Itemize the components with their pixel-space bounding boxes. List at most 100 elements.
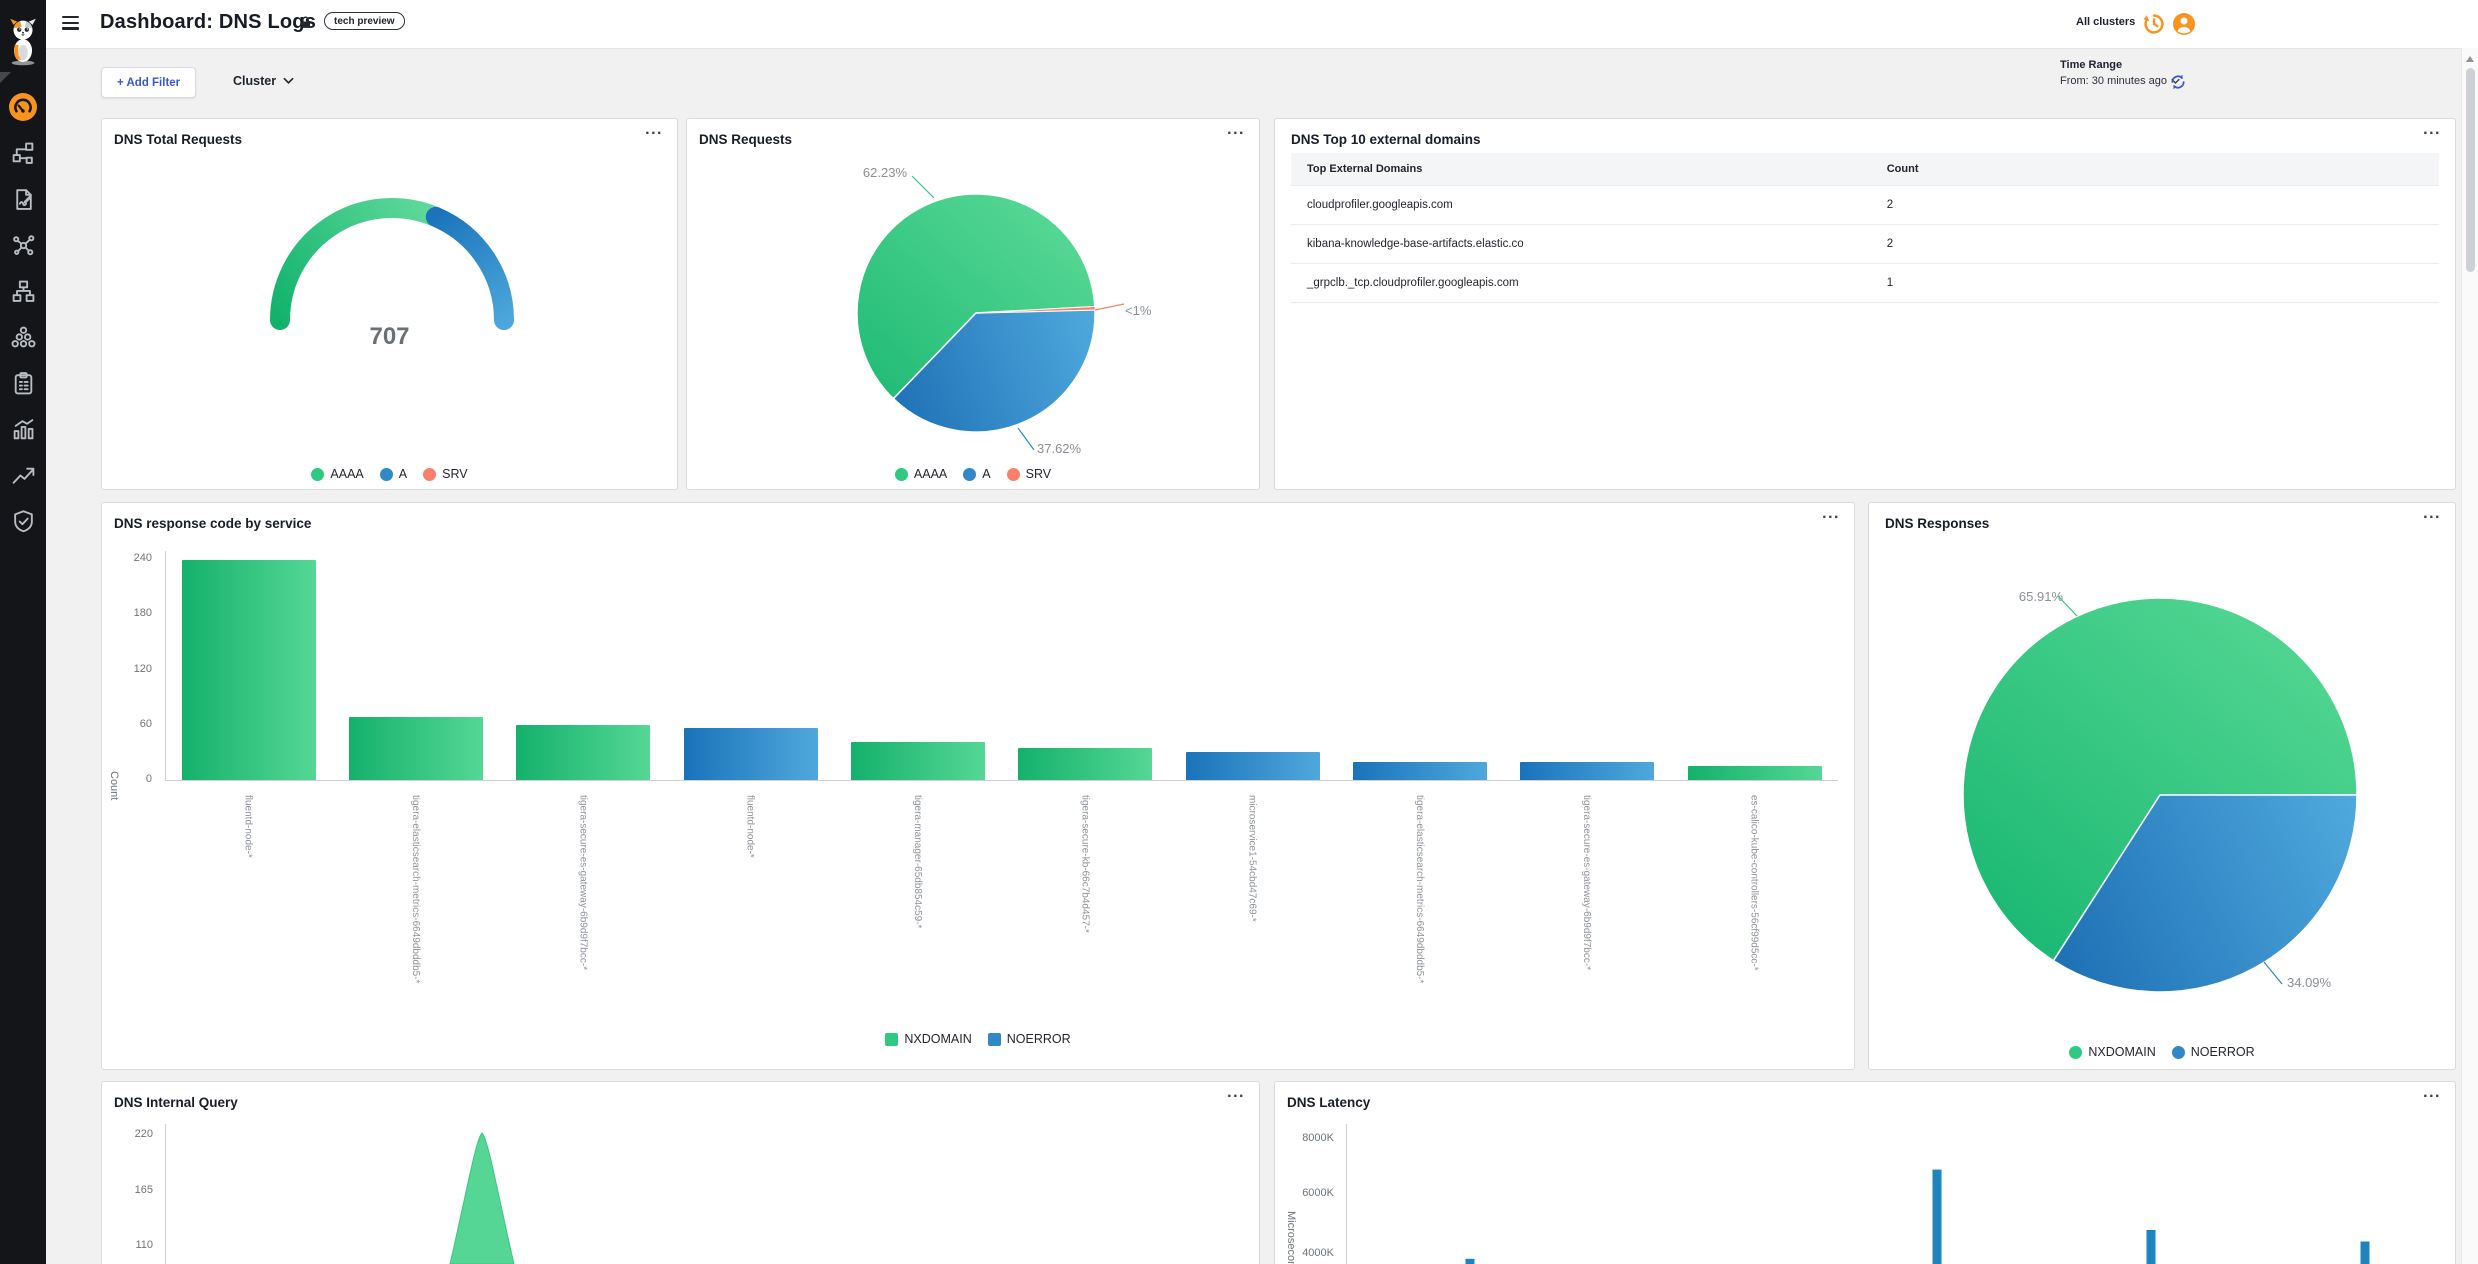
table-cell: 1 bbox=[1870, 263, 2439, 303]
scrollbar-thumb[interactable] bbox=[2465, 68, 2475, 272]
y-axis-tick: 6000K bbox=[1302, 1187, 1334, 1199]
sidebar-item-compliance-clipboard-icon[interactable] bbox=[0, 360, 46, 406]
y-axis-tick: 60 bbox=[139, 717, 152, 730]
pie-slice-label: <1% bbox=[1125, 303, 1152, 318]
panel-menu-button[interactable]: ... bbox=[1227, 1084, 1245, 1101]
legend: NXDOMAIN NOERROR bbox=[1869, 1045, 2455, 1059]
y-axis-tick: 165 bbox=[134, 1184, 153, 1196]
y-axis-title: Microseconds bbox=[1285, 1211, 1297, 1264]
history-icon[interactable] bbox=[2142, 12, 2166, 41]
panel-title: DNS Requests bbox=[699, 132, 793, 147]
panel-menu-button[interactable]: ... bbox=[2423, 121, 2441, 138]
legend-dot-marker bbox=[1006, 467, 1020, 481]
sidebar-item-shield-check-icon[interactable] bbox=[0, 498, 46, 544]
x-axis-label: tigera-elasticsearch-metrics-6649dbddb5-… bbox=[409, 795, 421, 984]
bar-noerror bbox=[1185, 752, 1320, 780]
sidebar-item-service-graph-icon[interactable] bbox=[0, 222, 46, 268]
pie-slice-label: 34.09% bbox=[2287, 975, 2332, 990]
pie-slice-label: 37.62% bbox=[1037, 441, 1082, 456]
bar-nxdomain bbox=[516, 725, 651, 780]
pie-slice-label: 65.91% bbox=[2018, 589, 2063, 604]
calico-cat-logo[interactable] bbox=[0, 0, 46, 84]
legend-item-SRV[interactable]: SRV bbox=[1006, 467, 1051, 481]
time-range-control: Time Range From: 30 minutes ago bbox=[2060, 59, 2180, 87]
scroll-up-icon[interactable] bbox=[2466, 56, 2474, 62]
x-axis-label: tigera-elasticsearch-metrics-6649dbddb5-… bbox=[1413, 795, 1425, 984]
panel-dns-responses: DNS Responses ... 65.91% 34.09% NXDOMAIN… bbox=[1868, 502, 2456, 1070]
bar-nxdomain bbox=[348, 717, 483, 780]
cluster-dropdown-label: Cluster bbox=[233, 74, 277, 88]
panel-title: DNS Internal Query bbox=[114, 1095, 238, 1110]
sidebar-item-network-topology-icon[interactable] bbox=[0, 130, 46, 176]
legend-item-AAAA[interactable]: AAAA bbox=[894, 467, 947, 481]
panel-dns-requests: DNS Requests ... 62.23% 37.62% <1% AAAA A… bbox=[686, 118, 1260, 490]
table-cell: _grpclb._tcp.cloudprofiler.googleapis.co… bbox=[1291, 263, 1871, 303]
x-axis-line bbox=[165, 780, 1838, 781]
legend-item-NOERROR[interactable]: NOERROR bbox=[987, 1032, 1071, 1046]
panel-menu-button[interactable]: ... bbox=[2423, 1084, 2441, 1101]
vertical-scrollbar[interactable] bbox=[2461, 48, 2478, 1264]
y-axis-line bbox=[165, 551, 166, 780]
hamburger-menu-icon[interactable] bbox=[62, 16, 79, 33]
panel-dns-total-requests: DNS Total Requests ... 707 AAAA A SRV bbox=[101, 118, 678, 490]
x-axis-label: tigera-secure-es-gateway-6b9d9f7bcc-* bbox=[577, 795, 589, 971]
panel-title: DNS Top 10 external domains bbox=[1291, 132, 1481, 147]
table-row: _grpclb._tcp.cloudprofiler.googleapis.co… bbox=[1291, 263, 2439, 303]
add-filter-button[interactable]: + Add Filter bbox=[101, 67, 197, 98]
bar-nxdomain bbox=[181, 560, 316, 780]
bar-nxdomain bbox=[1018, 748, 1153, 780]
legend-item-NOERROR[interactable]: NOERROR bbox=[2171, 1045, 2255, 1059]
legend-item-A[interactable]: A bbox=[379, 467, 407, 481]
page-title: Dashboard: DNS Logs bbox=[100, 11, 317, 33]
y-axis-tick: 8000K bbox=[1302, 1132, 1334, 1144]
filter-toolbar: + Add Filter Cluster Time Range From: 30… bbox=[46, 48, 2462, 118]
legend-dot-marker bbox=[2069, 1045, 2083, 1059]
table-cell: 2 bbox=[1870, 224, 2439, 264]
cluster-dropdown[interactable]: Cluster bbox=[233, 74, 294, 88]
sidebar-item-policy-editor-icon[interactable] bbox=[0, 176, 46, 222]
x-axis-label: tigera-secure-es-gateway-6b9d9f7bcc-* bbox=[1581, 795, 1593, 971]
x-axis-label: fluentd-node-* bbox=[744, 795, 756, 858]
legend-dot-marker bbox=[379, 467, 393, 481]
legend-item-AAAA[interactable]: AAAA bbox=[311, 467, 364, 481]
y-axis-tick: 220 bbox=[134, 1128, 153, 1140]
sidebar-item-cluster-nodes-icon[interactable] bbox=[0, 314, 46, 360]
x-axis-label: es-calico-kube-controllers-56cf99d5cc-* bbox=[1748, 795, 1760, 971]
panel-dns-top-domains: DNS Top 10 external domains ... Top Exte… bbox=[1274, 118, 2456, 490]
column-header: Top External Domains bbox=[1291, 153, 1871, 186]
sidebar-item-network-hierarchy-icon[interactable] bbox=[0, 268, 46, 314]
sidebar-item-statistics-chart-icon[interactable] bbox=[0, 406, 46, 452]
x-axis-label: tigera-secure-kb-66c7b4d457-* bbox=[1079, 795, 1091, 933]
user-avatar-icon[interactable] bbox=[2172, 12, 2196, 41]
y-axis-tick: 180 bbox=[133, 607, 152, 620]
sidebar-item-dashboard-gauge-icon[interactable] bbox=[0, 84, 46, 130]
y-axis-tick: 0 bbox=[145, 773, 152, 785]
legend-item-SRV[interactable]: SRV bbox=[423, 467, 468, 481]
panel-menu-button[interactable]: ... bbox=[1227, 121, 1245, 138]
time-range-value[interactable]: From: 30 minutes ago bbox=[2060, 75, 2180, 87]
legend-dot-marker bbox=[894, 467, 908, 481]
panel-title: DNS response code by service bbox=[114, 516, 312, 531]
legend-square-marker bbox=[885, 1032, 899, 1046]
panel-menu-button[interactable]: ... bbox=[1822, 505, 1840, 522]
bar-noerror bbox=[1352, 762, 1487, 780]
legend-item-A[interactable]: A bbox=[963, 467, 991, 481]
legend-item-NXDOMAIN[interactable]: NXDOMAIN bbox=[2069, 1045, 2156, 1059]
top-domains-table: Top External Domains Count cloudprofiler.… bbox=[1291, 153, 2439, 303]
panel-title: DNS Latency bbox=[1287, 1095, 1371, 1110]
all-clusters-label[interactable]: All clusters bbox=[2076, 16, 2136, 28]
panel-dns-latency: DNS Latency ... Microseconds 8000K 6000K 4… bbox=[1274, 1081, 2456, 1264]
panel-dns-response-code: DNS response code by service ... Count 2… bbox=[101, 502, 1855, 1070]
table-cell: kibana-knowledge-base-artifacts.elastic.… bbox=[1291, 224, 1871, 264]
bar-noerror bbox=[1520, 762, 1655, 780]
y-axis-tick: 120 bbox=[133, 662, 152, 675]
y-axis-title: Count bbox=[108, 771, 120, 801]
sidebar bbox=[0, 0, 46, 1264]
legend: AAAA A SRV bbox=[102, 467, 677, 481]
panel-menu-button[interactable]: ... bbox=[645, 121, 663, 138]
sidebar-item-trend-arrow-icon[interactable] bbox=[0, 452, 46, 498]
refresh-icon[interactable] bbox=[2168, 72, 2188, 97]
table-row: kibana-knowledge-base-artifacts.elastic.… bbox=[1291, 224, 2439, 264]
legend-item-NXDOMAIN[interactable]: NXDOMAIN bbox=[885, 1032, 972, 1046]
panel-menu-button[interactable]: ... bbox=[2423, 505, 2441, 522]
